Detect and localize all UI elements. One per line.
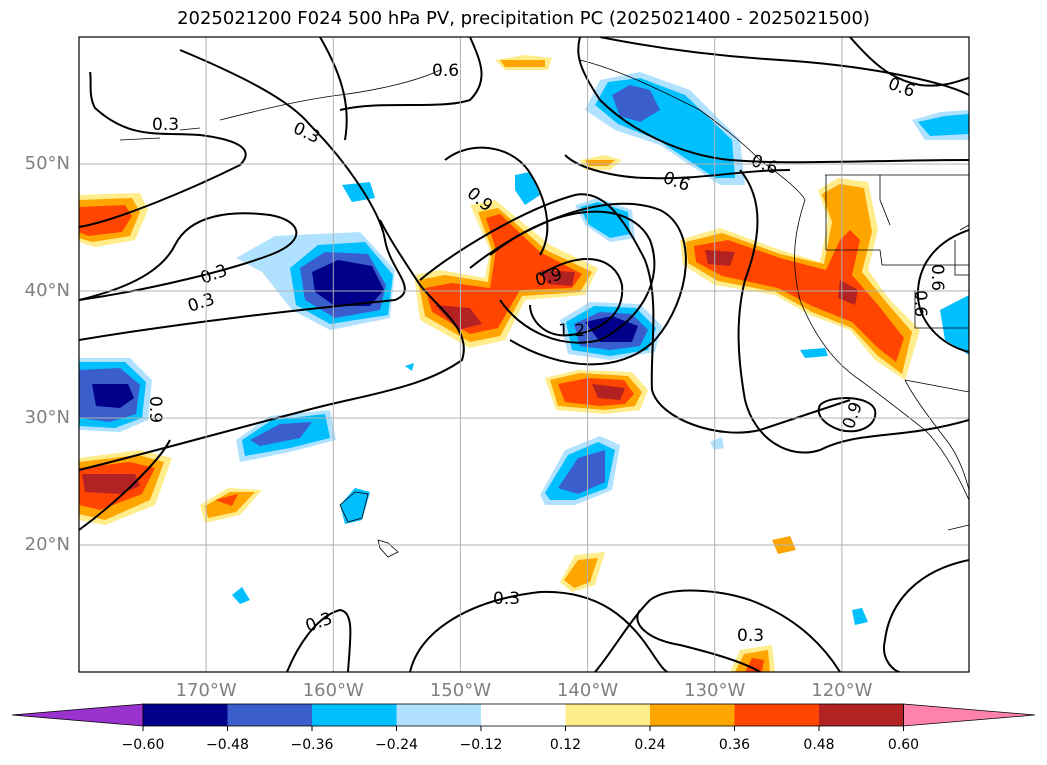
lon-tick-label: 120°W: [811, 680, 873, 701]
colorbar-tick-label: −0.48: [206, 737, 249, 753]
colorbar-tick-label: 0.24: [634, 737, 666, 753]
colorbar-segment: [734, 704, 820, 726]
contour-label-0.6: 0.6: [432, 61, 459, 81]
colorbar-segment: [396, 704, 482, 726]
colorbar-tick-label: 0.48: [803, 737, 835, 753]
colorbar-tick-label: −0.60: [121, 737, 165, 753]
contour-label-0.6: 0.6: [927, 264, 947, 291]
contour-label-0.6: 0.6: [748, 151, 780, 179]
colorbar-arrow-low: [11, 703, 144, 727]
lat-tick-label: 30°N: [24, 407, 70, 428]
contour-label-0.3: 0.3: [493, 589, 520, 609]
pv-contours: [79, 37, 969, 672]
colorbar-segment: [312, 704, 397, 726]
lat-tick-label: 40°N: [24, 280, 70, 301]
colorbar-frame: [142, 703, 904, 727]
lon-tick-label: 130°W: [684, 680, 746, 701]
colorbar-segment: [650, 704, 735, 726]
lat-tick-label: 20°N: [24, 534, 70, 555]
colorbar-tick-label: 0.60: [887, 737, 920, 753]
contour-label-0.3: 0.3: [198, 261, 230, 289]
lat-tick-label: 50°N: [24, 153, 70, 174]
contour-label-0.3: 0.3: [185, 289, 217, 316]
map-title: 2025021200 F024 500 hPa PV, precipitatio…: [177, 8, 870, 29]
colorbar-tick-label: 0.12: [549, 737, 582, 753]
coastlines: [119, 59, 969, 558]
colorbar: [11, 703, 1036, 731]
lon-tick-label: 150°W: [429, 680, 491, 701]
lon-tick-label: 140°W: [556, 680, 619, 701]
colorbar-segment: [481, 704, 566, 726]
lon-tick-label: 160°W: [302, 680, 364, 701]
lon-tick-label: 170°W: [175, 680, 237, 701]
colorbar-segment: [565, 704, 651, 726]
contour-label-0.3: 0.3: [737, 626, 764, 646]
colorbar-tick-label: −0.24: [375, 737, 418, 753]
contour-label-0.6: 0.6: [660, 168, 692, 196]
contour-label-1.2: 1.2: [558, 321, 585, 341]
contour-label-0.6: 0.6: [910, 290, 930, 317]
contour-labels: 0.3 0.3 0.3 0.3 0.3 0.3 0.3 0.6 0.6 0.6 …: [145, 61, 947, 646]
gridlines: [79, 37, 969, 672]
colorbar-tick-label: 0.36: [718, 737, 751, 753]
contour-label-0.9: 0.9: [839, 399, 867, 431]
colorbar-segment: [227, 704, 313, 726]
precipitation-field: [79, 55, 969, 672]
map-frame: [78, 36, 970, 673]
colorbar-segment: [819, 704, 904, 726]
contour-label-0.9: 0.9: [145, 396, 165, 423]
contour-label-0.3: 0.3: [152, 115, 179, 135]
colorbar-tick-label: −0.36: [290, 737, 334, 753]
colorbar-arrow-high: [903, 703, 1036, 727]
colorbar-segment: [143, 704, 228, 726]
contour-label-0.3: 0.3: [290, 118, 323, 148]
colorbar-tick-label: −0.12: [459, 737, 503, 753]
